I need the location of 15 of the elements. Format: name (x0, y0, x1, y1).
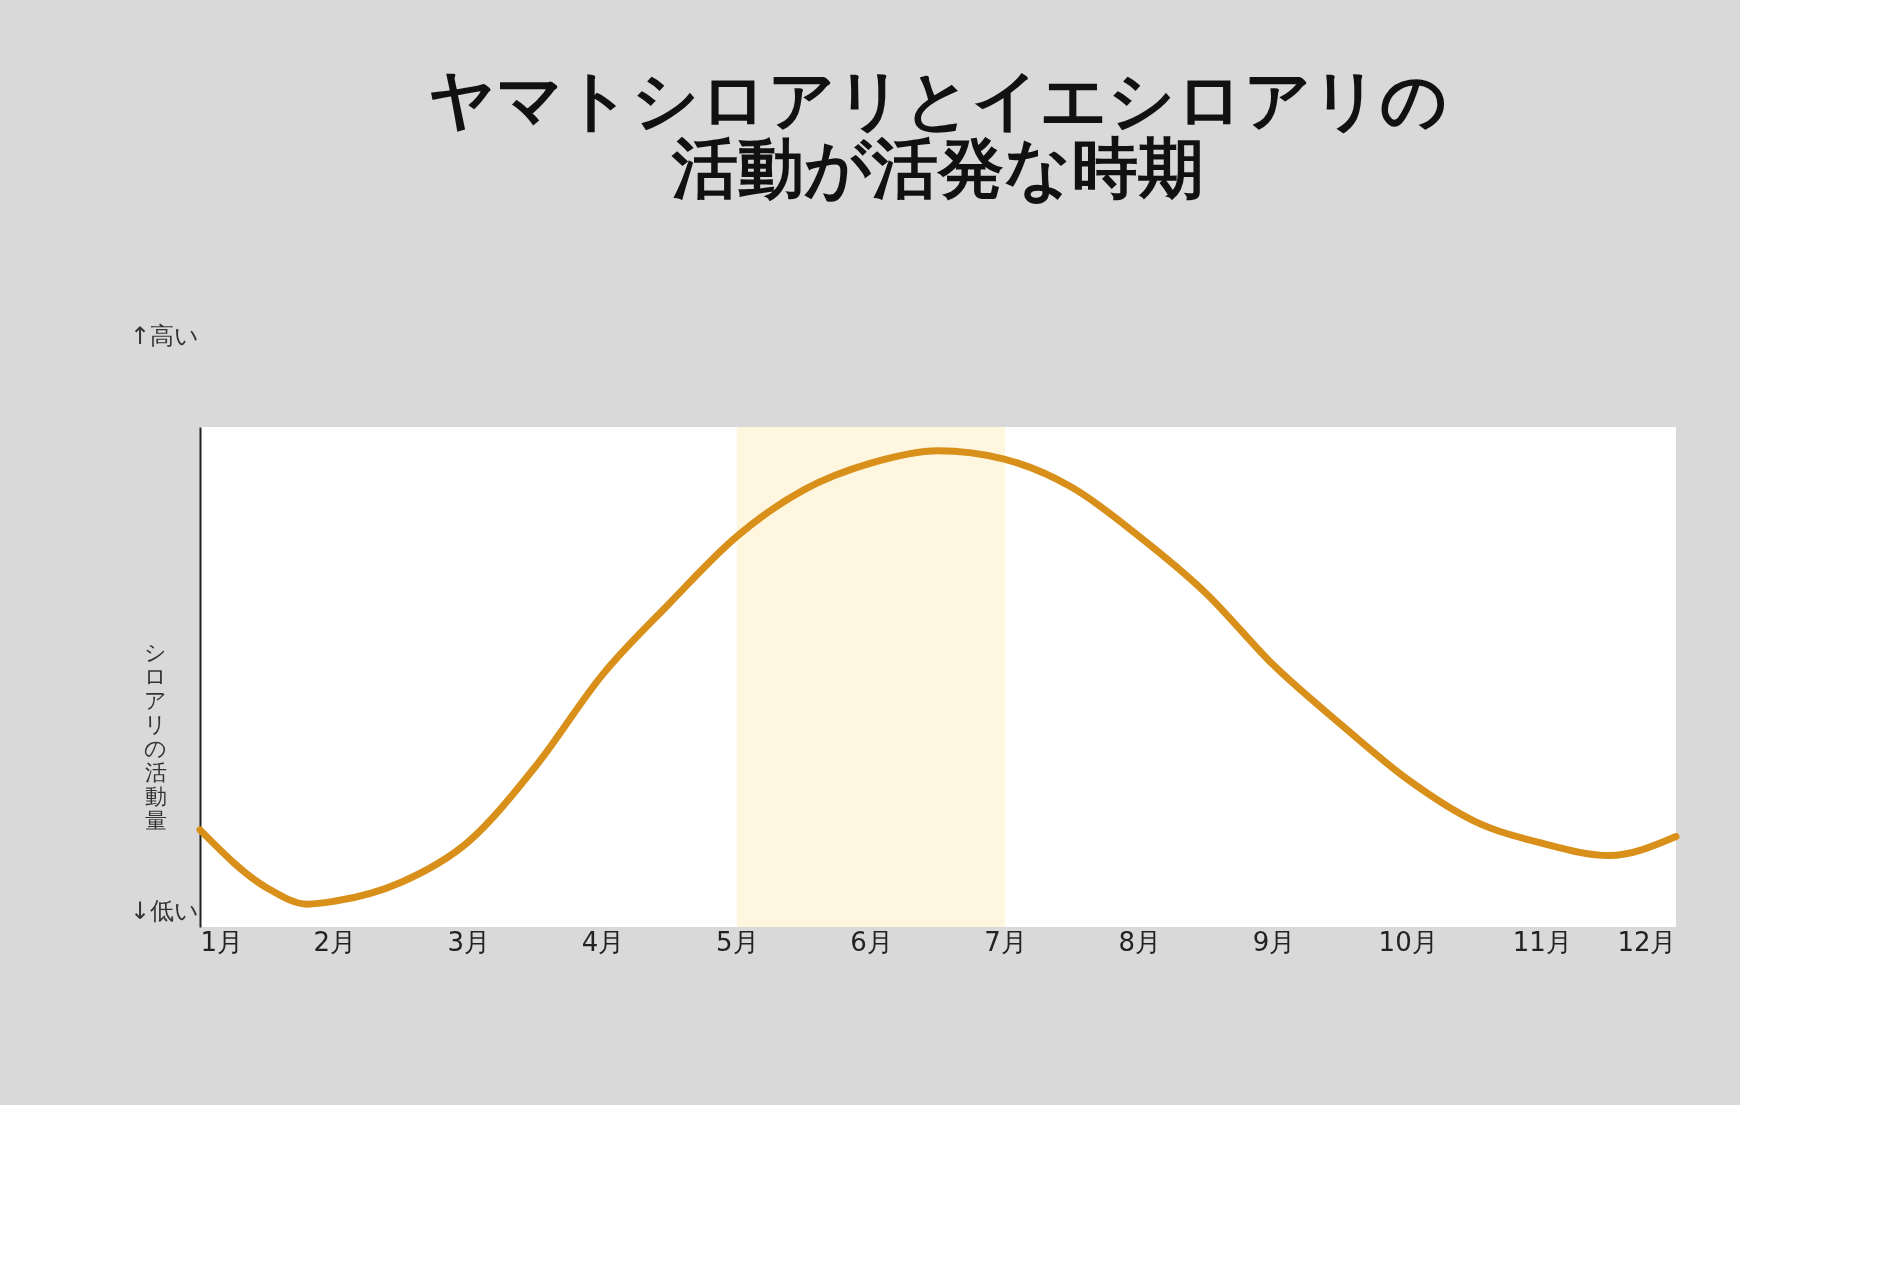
x-tick-label: 8月 (1118, 926, 1162, 957)
x-tick-label: 2月 (313, 926, 356, 957)
x-tick-label: 11月 (1512, 926, 1572, 957)
x-tick-label: 9月 (1252, 926, 1296, 957)
text: ↑高い (130, 322, 200, 350)
y-axis-title: シロアリの活動量 (144, 639, 167, 833)
x-tick-label: 12月 (1617, 926, 1677, 957)
text: ↓低い (130, 897, 200, 925)
x-tick-label: 10月 (1378, 926, 1438, 957)
x-tick-label: 7月 (984, 926, 1027, 957)
x-tick-label: 4月 (581, 926, 625, 957)
x-tick-label: 6月 (850, 926, 893, 957)
x-tick-label: 1月 (200, 926, 244, 957)
x-tick-label: 5月 (715, 926, 759, 957)
x-tick-label: 3月 (447, 926, 491, 957)
